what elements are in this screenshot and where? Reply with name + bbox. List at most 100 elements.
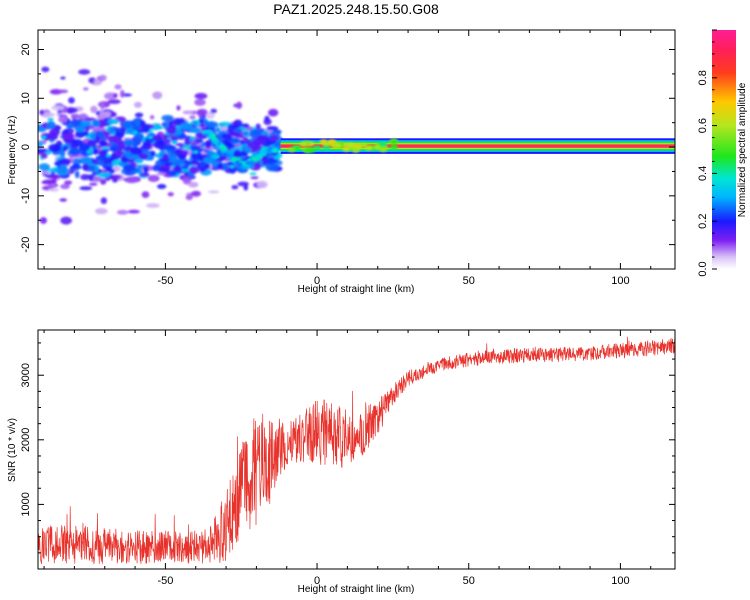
spectrogram-blob — [262, 156, 269, 166]
x-tick-label: 0 — [314, 275, 320, 287]
spectrogram-blob — [52, 174, 61, 179]
spectrogram-peak — [171, 140, 178, 145]
spectrogram-blob — [189, 166, 199, 175]
spectrogram-peak — [229, 164, 236, 169]
spectrogram-blob — [120, 89, 125, 98]
spectrogram-blob — [98, 150, 108, 157]
spectrogram-blob — [249, 128, 262, 137]
spectrogram-blob — [205, 141, 211, 147]
spectrogram-blob — [107, 99, 121, 105]
spectrogram-blob — [47, 132, 59, 141]
spectrogram-blob — [164, 161, 173, 167]
spectrogram-blob — [90, 105, 98, 114]
spectrogram-blob — [102, 111, 113, 117]
spectrogram-peak — [41, 135, 48, 140]
spectrogram-blob — [113, 93, 118, 99]
spectrogram-blob — [109, 145, 119, 152]
spectrogram-x-axis-title: Height of straight line (km) — [298, 284, 415, 295]
spectrogram-band-clump — [319, 139, 328, 145]
spectrogram-band-clump — [287, 147, 296, 153]
spectrogram-blob — [92, 148, 99, 155]
snr-plot-area — [38, 330, 675, 569]
spectrogram-blob — [237, 181, 249, 187]
spectrogram-blob — [60, 216, 72, 225]
spectrogram-blob — [191, 152, 203, 160]
spectrogram-blob — [164, 138, 171, 145]
spectrogram-blob — [105, 166, 112, 172]
spectrogram-panel: -50 0 50 100 -20 -10 0 10 20 Height of straight… — [7, 29, 676, 295]
spectrogram-blob — [231, 184, 239, 190]
spectrogram-band-clump — [379, 147, 388, 153]
spectrogram-blob — [182, 110, 194, 115]
spectrogram-blob — [206, 150, 215, 157]
spectrogram-blob — [189, 160, 200, 166]
colorbar: 0.0 0.2 0.4 0.6 0.8 Normalized spectral ampl… — [697, 29, 748, 277]
spectrogram-band-clump — [373, 144, 382, 150]
spectrogram-blob — [269, 134, 280, 142]
spectrogram-peak — [147, 135, 154, 140]
spectrogram-blob — [173, 165, 182, 172]
spectrogram-track-point — [209, 133, 217, 138]
colorbar-title: Normalized spectral amplitude — [737, 82, 748, 217]
spectrogram-blob — [127, 209, 140, 214]
spectrogram-blob — [129, 147, 143, 156]
spectrogram-blob — [194, 92, 208, 100]
x-tick-label: 100 — [611, 575, 629, 587]
spectrogram-peak — [132, 130, 139, 135]
spectrogram-blob — [177, 153, 187, 160]
spectrogram-blob — [123, 139, 135, 147]
spectrogram-blob — [39, 109, 44, 116]
spectrogram-blob — [195, 138, 204, 143]
spectrogram-band-clump — [307, 147, 316, 153]
y-tick-label: 2000 — [20, 428, 32, 452]
spectrogram-blob — [199, 163, 205, 168]
spectrogram-blob — [181, 165, 189, 169]
spectrogram-blob — [210, 108, 218, 114]
spectrogram-blob — [189, 127, 202, 134]
spectrogram-blob — [203, 156, 216, 164]
spectrogram-blob — [142, 124, 151, 133]
spectrogram-blob — [74, 170, 80, 179]
y-tick-label: -20 — [20, 237, 32, 253]
y-tick-label: 10 — [20, 92, 32, 104]
spectrogram-blob — [95, 155, 109, 162]
spectrogram-blob — [158, 167, 170, 173]
spectrogram-blob — [88, 182, 98, 186]
spectrogram-blob — [162, 153, 169, 161]
spectrogram-blob — [233, 143, 242, 148]
spectrogram-band-clump — [389, 144, 398, 150]
spectrogram-blob — [38, 141, 44, 148]
spectrogram-x-ticks: -50 0 50 100 — [43, 30, 652, 287]
x-tick-label: 50 — [463, 575, 475, 587]
spectrogram-blob — [228, 129, 235, 136]
y-tick-label: 3000 — [20, 363, 32, 387]
spectrogram-blob — [189, 115, 196, 120]
spectrogram-blob — [59, 198, 67, 202]
spectrogram-blob — [79, 186, 93, 191]
spectrogram-peak — [213, 154, 220, 159]
spectrogram-frame — [37, 29, 676, 270]
spectrogram-blob — [39, 217, 47, 224]
spectrogram-blob — [267, 108, 279, 117]
spectrogram-blob — [78, 143, 90, 152]
spectrogram-peak — [86, 149, 93, 154]
spectrogram-blob — [166, 154, 178, 164]
spectrogram-blob — [122, 120, 133, 129]
snr-series-line — [38, 336, 675, 565]
spectrogram-blob — [108, 118, 120, 125]
spectrogram-blob — [163, 145, 177, 151]
spectrogram-blob — [143, 166, 149, 174]
spectrogram-blob — [101, 172, 110, 179]
snr-frame — [37, 329, 676, 570]
spectrogram-blob — [134, 137, 141, 146]
spectrogram-blob — [133, 101, 142, 108]
spectrogram-blob — [185, 194, 193, 201]
spectrogram-band-clump — [299, 141, 308, 147]
spectrogram-blob — [257, 134, 270, 142]
spectrogram-blob — [138, 153, 149, 160]
spectrogram-band-layer — [280, 145, 675, 147]
spectrogram-blob — [175, 142, 185, 147]
spectrogram-blob — [196, 108, 208, 116]
spectrogram-blob — [168, 170, 178, 177]
spectrogram-blob — [66, 123, 75, 129]
